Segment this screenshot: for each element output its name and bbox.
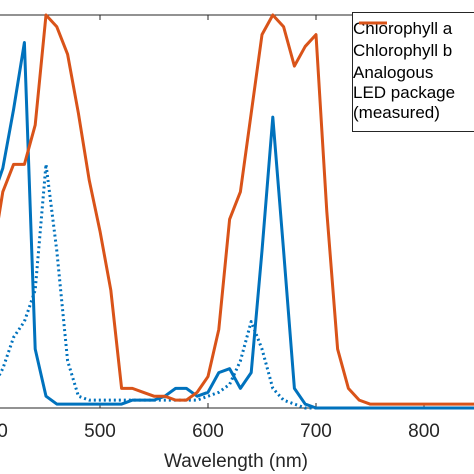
- x-axis-label: Wavelength (nm): [164, 451, 308, 472]
- x-tick-label: 700: [300, 421, 332, 442]
- legend-entry: Chlorophyll b: [353, 21, 474, 61]
- legend-entry: Analogous LED package (measured): [353, 21, 474, 123]
- series-line: [0, 162, 474, 410]
- legend-label: Analogous LED package (measured): [353, 63, 456, 122]
- series-line: [0, 41, 474, 410]
- plot-frame: [0, 14, 474, 409]
- legend-label: Chlorophyll b: [353, 41, 453, 60]
- series-line: [0, 13, 474, 406]
- x-tick-label: 800: [408, 421, 440, 442]
- x-tick-label: 400: [0, 421, 8, 442]
- legend: Chlorophyll a Chlorophyll b Analogous LED …: [352, 12, 474, 132]
- legend-swatch: [359, 21, 387, 25]
- x-tick-label: 600: [192, 421, 224, 442]
- x-tick-label: 500: [84, 421, 116, 442]
